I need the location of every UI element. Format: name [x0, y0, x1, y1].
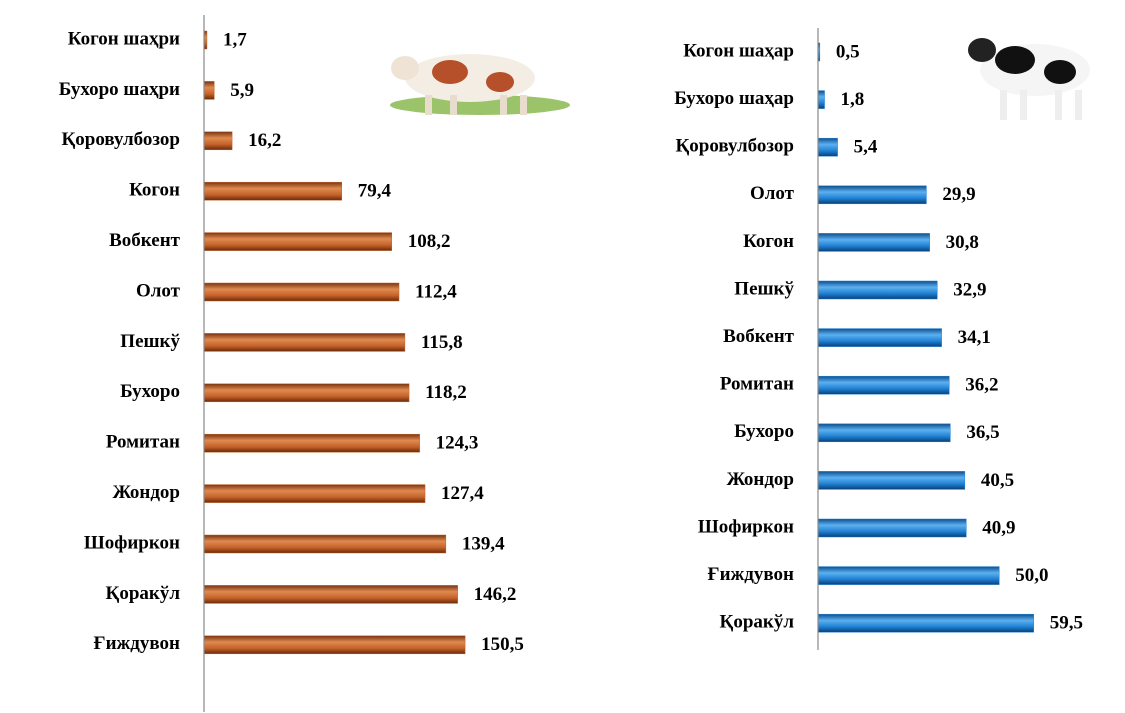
value-label: 79,4 — [358, 181, 392, 202]
category-label: Шофиркон — [84, 532, 180, 553]
category-label: Ғиждувон — [707, 564, 794, 585]
bar — [817, 613, 1034, 633]
bar — [203, 635, 466, 655]
value-label: 50,0 — [1015, 565, 1048, 586]
bar — [203, 333, 406, 352]
value-label: 29,9 — [942, 184, 975, 205]
category-label: Ромитан — [720, 374, 794, 395]
bar — [203, 181, 343, 201]
bar — [203, 534, 447, 554]
value-label: 0,5 — [836, 41, 860, 62]
value-label: 127,4 — [441, 483, 484, 504]
category-label: Когон шаҳар — [683, 40, 794, 61]
value-label: 124,3 — [436, 433, 479, 454]
bar — [203, 383, 410, 403]
bar — [817, 280, 938, 300]
value-label: 36,2 — [965, 375, 998, 396]
bar — [203, 81, 215, 100]
bar — [203, 585, 458, 604]
bar — [203, 232, 392, 251]
category-label: Вобкент — [109, 230, 181, 251]
value-label: 1,7 — [223, 29, 247, 50]
value-label: 36,5 — [966, 422, 999, 443]
category-label: Бухоро — [120, 381, 180, 402]
cow-red — [390, 54, 570, 115]
value-label: 139,4 — [462, 533, 505, 554]
category-label: Шофиркон — [698, 516, 794, 537]
bar — [817, 185, 927, 205]
bar — [203, 282, 400, 302]
value-label: 32,9 — [953, 279, 986, 300]
bar — [817, 90, 825, 109]
bar — [817, 328, 942, 347]
value-label: 16,2 — [248, 130, 281, 151]
value-label: 115,8 — [421, 332, 463, 353]
category-label: Пешкў — [734, 278, 794, 299]
bar — [817, 566, 1000, 585]
category-label: Пешкў — [120, 331, 180, 352]
category-label: Когон — [743, 231, 794, 252]
value-label: 108,2 — [408, 231, 451, 252]
value-label: 118,2 — [425, 382, 467, 403]
bar — [817, 137, 838, 157]
value-label: 112,4 — [415, 281, 457, 302]
value-label: 34,1 — [958, 327, 991, 348]
category-label: Бухоро шаҳар — [674, 88, 794, 109]
bar — [817, 233, 930, 252]
category-label: Бухоро шаҳри — [59, 79, 180, 100]
bar — [203, 484, 426, 503]
category-label: Қоровулбозор — [61, 129, 180, 150]
value-label: 5,9 — [230, 80, 254, 101]
cow-black — [968, 38, 1090, 120]
category-label: Жондор — [727, 469, 794, 490]
category-label: Олот — [136, 280, 181, 301]
value-label: 150,5 — [481, 634, 524, 655]
bar — [203, 433, 420, 453]
value-label: 5,4 — [854, 137, 878, 158]
category-label: Қоракўл — [720, 612, 795, 633]
category-label: Олот — [750, 183, 795, 204]
value-label: 146,2 — [474, 584, 517, 605]
category-label: Жондор — [113, 482, 180, 503]
value-label: 59,5 — [1050, 613, 1083, 634]
category-label: Ромитан — [106, 432, 180, 453]
category-label: Қоракўл — [106, 583, 181, 604]
category-label: Когон шаҳри — [68, 28, 180, 49]
value-label: 1,8 — [841, 89, 865, 110]
value-label: 40,5 — [981, 470, 1014, 491]
bar — [203, 131, 233, 151]
bar — [817, 471, 966, 490]
bar — [817, 375, 950, 395]
category-label: Бухоро — [734, 421, 794, 442]
value-label: 30,8 — [946, 232, 979, 253]
category-label: Когон — [129, 180, 180, 201]
category-label: Ғиждувон — [93, 633, 180, 654]
category-label: Вобкент — [723, 326, 795, 347]
value-label: 40,9 — [982, 517, 1015, 538]
bar — [817, 423, 951, 443]
bar — [817, 518, 967, 538]
category-label: Қоровулбозор — [675, 136, 794, 157]
